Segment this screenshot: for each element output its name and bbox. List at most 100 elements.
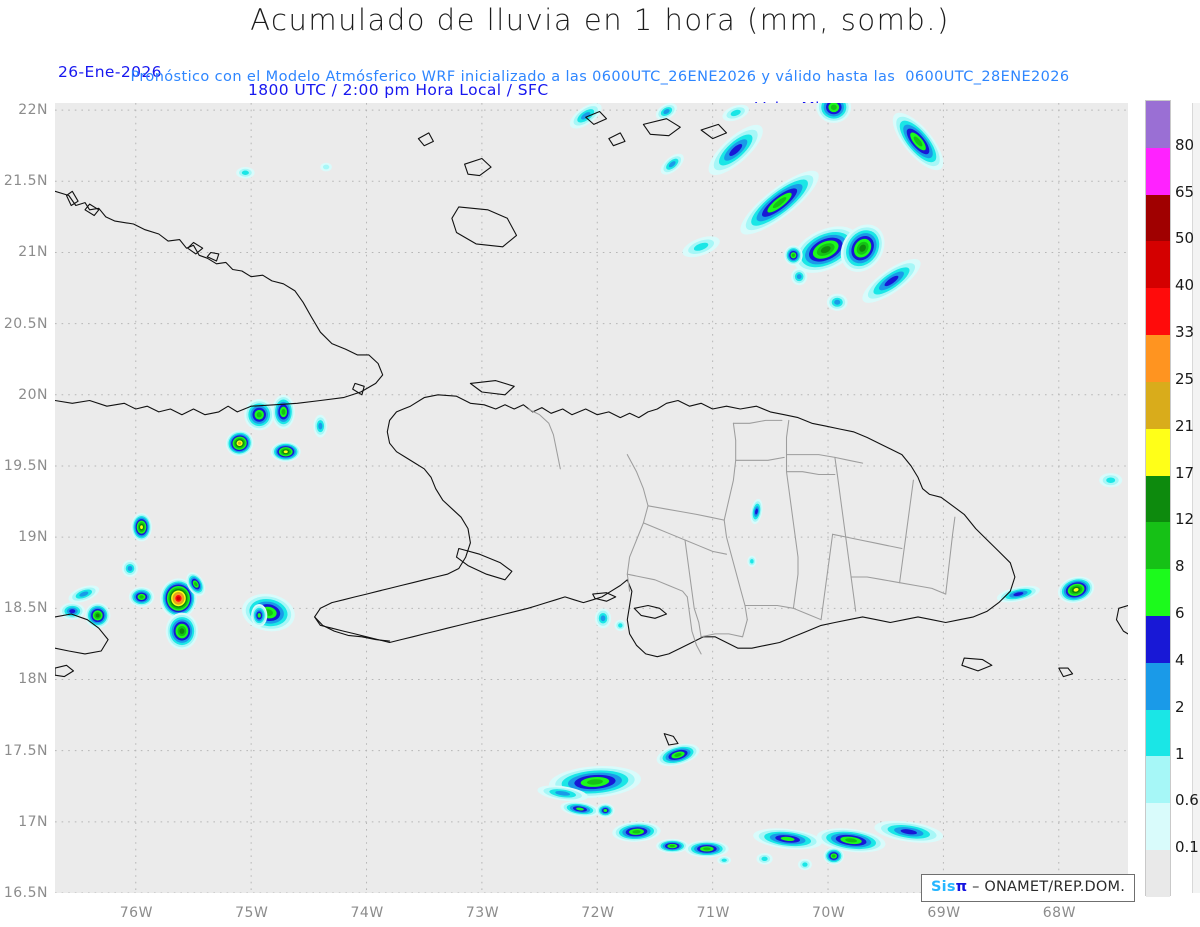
colorbar-tick-label: 40 (1175, 276, 1195, 295)
grid-lines (55, 103, 1128, 893)
coastline-saona (961, 657, 993, 672)
coastline-mona (1058, 667, 1074, 678)
colorbar-tick-label: 0.6 (1175, 791, 1199, 810)
colorbar-tick-label: 0.1 (1175, 838, 1199, 857)
province-border (744, 604, 822, 621)
y-tick-label: 16.5N (3, 885, 48, 901)
coastline-hispaniola (314, 394, 1016, 658)
coastline (206, 251, 220, 262)
rain-cell (165, 612, 199, 650)
province-border (647, 505, 725, 521)
rain-cell (996, 585, 1040, 603)
colorbar-tick-label: 50 (1175, 229, 1195, 248)
coastline (585, 110, 608, 125)
rain-cell (270, 441, 301, 462)
y-tick-label: 20.5N (3, 315, 48, 332)
y-tick-label: 21.5N (3, 173, 48, 190)
map-background (55, 103, 1128, 893)
rain-cell (655, 103, 678, 120)
rain-cell (823, 847, 845, 865)
colorbar-segment (1146, 101, 1170, 148)
colorbar-segment (1146, 709, 1170, 757)
rain-cell (271, 394, 295, 429)
rain-cell (569, 103, 602, 129)
coastline (663, 733, 679, 746)
rain-cell (708, 124, 763, 176)
colorbar-tick-label: 80 (1175, 135, 1195, 154)
rain-cell (596, 803, 615, 818)
y-tick-label: 17N (18, 813, 48, 830)
colorbar[interactable] (1145, 100, 1171, 897)
province-border (626, 573, 688, 598)
colorbar-tick-label: 8 (1175, 557, 1185, 576)
rain-cell (722, 104, 749, 122)
x-tick-label: 76W (119, 905, 153, 921)
rain-cell (656, 743, 700, 767)
colorbar-tick-label: 2 (1175, 697, 1185, 716)
page-title: Acumulado de lluvia en 1 hora (mm, somb.… (250, 3, 950, 37)
province-border (700, 619, 748, 638)
coastline-jamaica (55, 613, 109, 655)
coastline (642, 118, 681, 137)
y-tick-label: 22N (18, 102, 48, 119)
y-tick-label: 17.5N (3, 742, 48, 759)
colorbar-tick-label: 33 (1175, 323, 1195, 342)
rain-cell (84, 602, 111, 629)
coastline-tortuga (469, 380, 515, 396)
plot-right-edge (1192, 103, 1200, 893)
logo-sis-text: Sis (931, 879, 956, 895)
colorbar-segment (1146, 241, 1170, 289)
rain-cell (121, 559, 139, 577)
province-border (820, 533, 834, 621)
colorbar-segment (1146, 194, 1170, 242)
rain-cell (186, 572, 206, 596)
colorbar-segment (1146, 381, 1170, 429)
province-border (785, 454, 864, 464)
colorbar-tick-label: 65 (1175, 182, 1195, 201)
colorbar-tick-label: 1 (1175, 744, 1185, 763)
province-border (945, 516, 956, 595)
coastlines (55, 110, 1128, 746)
rain-cell (798, 858, 812, 871)
coastline (417, 132, 434, 147)
province-border (723, 422, 737, 521)
coastline-puertorico (1115, 604, 1128, 635)
rain-cell (612, 821, 661, 842)
colorbar-segment (1146, 335, 1170, 382)
y-tick-label: 18N (18, 671, 48, 688)
coastline (352, 382, 365, 396)
colorbar-segment (1146, 803, 1170, 850)
colorbar-segment (1146, 522, 1170, 570)
colorbar-tick-label: 21 (1175, 416, 1195, 435)
lake-enriquillo (633, 604, 668, 619)
coastline (314, 616, 391, 642)
rainfall-map[interactable] (55, 103, 1128, 893)
rain-cell (560, 801, 600, 817)
colorbar-segment (1146, 756, 1170, 804)
coastline-gonave (455, 547, 513, 581)
rain-cell (251, 604, 268, 627)
rain-cell (320, 162, 332, 172)
colorbar-segment (1146, 288, 1170, 336)
province-border (834, 456, 857, 612)
coastline (592, 592, 617, 602)
forecast-date: 26-Ene-2026 (58, 63, 162, 81)
colorbar-segment (1146, 662, 1170, 710)
logo-pi-icon: π (955, 879, 968, 895)
coastline (55, 664, 75, 678)
x-tick-label: 68W (1042, 905, 1076, 921)
rain-cell (131, 512, 152, 542)
map-canvas (55, 103, 1128, 893)
rain-cell (862, 258, 921, 303)
province-border (785, 471, 836, 476)
coastline-cuba (55, 190, 384, 416)
rain-cell (684, 840, 729, 858)
x-tick-label: 75W (235, 905, 269, 921)
coastline (187, 241, 204, 255)
rain-cell (68, 585, 100, 603)
rain-cell (660, 153, 684, 175)
rain-cell (816, 828, 886, 853)
colorbar-segment (1146, 475, 1170, 523)
rain-cell (225, 430, 254, 457)
province-border (899, 479, 914, 584)
